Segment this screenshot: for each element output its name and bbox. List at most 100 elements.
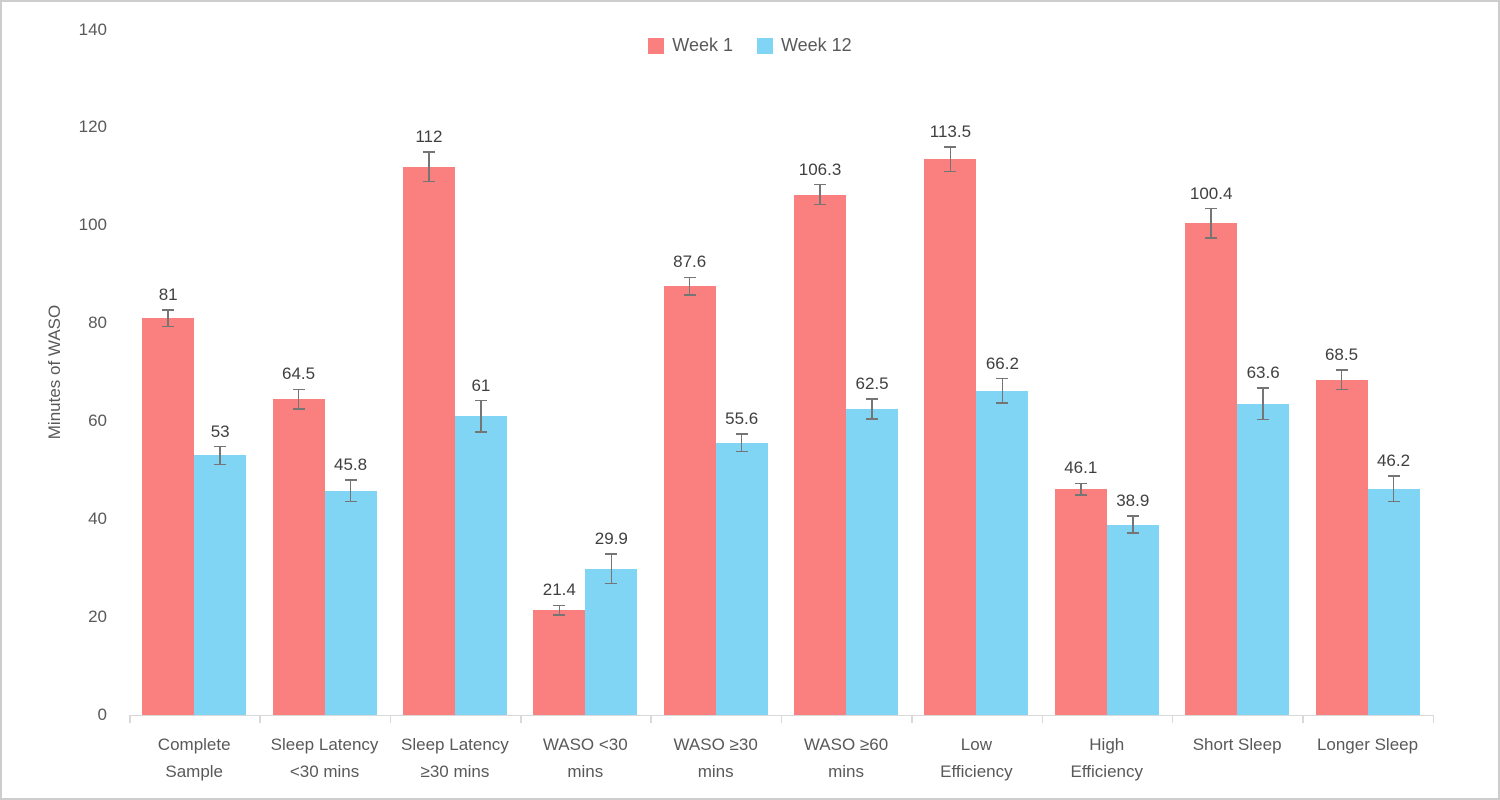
error-bar [688,277,691,295]
error-bar-cap-top [422,151,435,153]
x-category-label-waso-30-mins: WASO ≥30 mins [673,735,758,781]
error-bar-cap-bottom [735,450,748,453]
error-bar [1392,476,1395,502]
error-bar-cap-top [553,604,566,607]
bar-week-12-low-efficiency [976,390,1029,715]
error-bar-cap-top [1335,369,1348,371]
error-bar-cap-bottom [214,463,227,466]
error-bar-cap-top [162,309,175,311]
bar-week-1-low-efficiency [924,159,977,715]
error-bar [949,147,952,172]
legend-item-week-12: Week 12 [756,35,852,56]
error-bar-cap-bottom [422,180,435,183]
legend-swatch-icon [756,37,773,54]
bar-week-12-complete-sample [194,455,247,715]
bar-week-12-waso-60-mins [846,408,899,715]
error-bar-cap-top [1387,475,1400,477]
error-bar-cap-bottom [814,203,827,206]
error-bar [297,389,300,409]
error-bar-cap-bottom [1387,500,1400,503]
legend-swatch-icon [648,37,665,54]
value-label-week-1-waso-60-mins: 106.3 [798,159,842,179]
y-tick-label-120: 120 [78,117,107,137]
value-label-week-1-high-efficiency: 46.1 [1064,458,1098,478]
error-bar [610,553,613,584]
value-label-week-1-low-efficiency: 113.5 [929,122,972,141]
bar-week-1-waso-30-mins [663,286,716,715]
x-axis-tick [1432,715,1435,723]
y-tick-label-20: 20 [88,607,107,627]
error-bar-cap-top [1257,387,1270,389]
bar-week-1-longer-sleep [1315,379,1368,715]
bar-week-12-waso-30-mins [715,442,768,715]
chart-legend: Week 1 Week 12 [2,35,1498,56]
bar-week-12-waso-30-mins [585,568,638,715]
bar-week-12-longer-sleep [1367,488,1420,715]
value-label-week-1-sleep-latency-30-mins: 64.5 [282,364,316,384]
error-bar-cap-top [683,276,696,278]
x-category-label-low-efficiency: Low Efficiency [940,735,1013,781]
bar-week-1-sleep-latency-30-mins [402,166,455,715]
legend-item-week-1: Week 1 [648,35,733,56]
error-bar [740,433,743,452]
x-axis-tick [911,715,913,723]
bar-week-1-sleep-latency-30-mins [272,399,325,715]
error-bar-cap-bottom [605,582,618,585]
error-bar-cap-top [344,479,357,481]
error-bar [167,310,169,327]
error-bar-cap-top [735,433,748,435]
error-bar-cap-bottom [944,170,957,173]
error-bar-cap-bottom [996,402,1009,404]
value-label-week-12-waso-30-mins: 29.9 [594,528,628,548]
value-label-week-1-waso-30-mins: 21.4 [542,580,576,600]
x-category-label-sleep-latency-30-mins: Sleep Latency <30 mins [270,735,379,781]
error-bar [480,400,482,432]
bar-week-1-waso-60-mins [794,194,847,715]
x-axis-tick [389,715,392,723]
value-label-week-12-sleep-latency-30-mins: 61 [471,375,491,395]
bar-week-1-waso-30-mins [533,610,586,715]
y-tick-label-140: 140 [78,19,107,39]
value-label-week-12-short-sleep: 63.6 [1246,362,1280,382]
value-label-week-12-low-efficiency: 66.2 [985,353,1019,373]
y-tick-label-60: 60 [88,411,107,431]
value-label-week-1-waso-30-mins: 87.6 [673,252,707,272]
value-label-week-1-longer-sleep: 68.5 [1324,344,1359,364]
error-bar-cap-bottom [474,431,487,433]
legend-label: Week 1 [672,35,733,55]
error-bar [819,184,821,205]
error-bar-cap-bottom [553,614,566,616]
y-tick-label-100: 100 [78,215,107,235]
bar-week-12-short-sleep [1237,403,1290,715]
error-bar [219,446,221,465]
error-bar [1262,387,1264,420]
y-tick-label-0: 0 [97,705,107,724]
error-bar [1210,208,1212,239]
error-bar-cap-top [996,377,1009,380]
error-bar-cap-top [214,445,227,448]
error-bar-cap-bottom [866,418,879,420]
bar-week-1-short-sleep [1185,223,1238,715]
bar-week-1-complete-sample [142,318,195,715]
x-axis-tick [1302,715,1304,723]
error-bar-cap-top [866,398,879,400]
value-label-week-1-short-sleep: 100.4 [1189,183,1233,203]
x-axis-tick [129,715,131,723]
x-axis-tick [1041,715,1044,723]
error-bar [1080,483,1082,496]
value-label-week-12-sleep-latency-30-mins: 45.8 [334,454,368,474]
error-bar-cap-bottom [1074,494,1087,496]
error-bar [349,479,352,502]
value-label-week-12-complete-sample: 53 [210,421,230,441]
x-category-label-longer-sleep: Longer Sleep [1316,735,1419,754]
error-bar [1340,369,1343,390]
legend-label: Week 12 [780,35,852,55]
error-bar-cap-top [605,553,618,555]
x-category-label-sleep-latency-30-mins: Sleep Latency ≥30 mins [401,735,509,781]
x-category-label-waso-30-mins: WASO <30 mins [542,735,628,781]
error-bar-cap-top [814,183,827,186]
error-bar-cap-bottom [344,500,357,503]
value-label-week-12-high-efficiency: 38.9 [1116,491,1150,511]
x-axis-tick [259,715,261,723]
